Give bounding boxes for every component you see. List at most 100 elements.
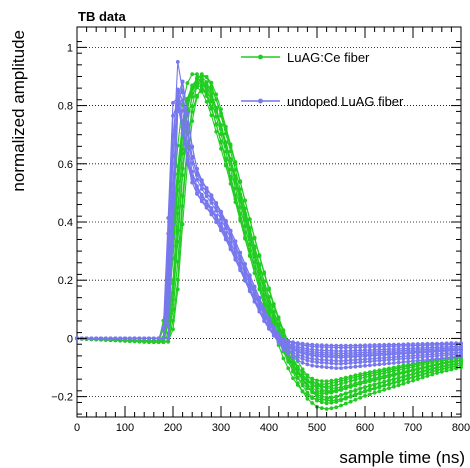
waveform-point (199, 72, 204, 77)
waveform-point (444, 368, 449, 373)
waveform-line (76, 78, 462, 382)
waveform-point (372, 351, 377, 356)
waveform-point (233, 162, 238, 166)
waveform-point (425, 357, 430, 362)
waveform-point (324, 361, 329, 365)
waveform-point (324, 407, 329, 411)
waveform-point (185, 81, 190, 85)
waveform-point (209, 197, 214, 202)
waveform-point (171, 101, 175, 105)
waveform-point (238, 196, 243, 201)
waveform-point (329, 406, 334, 411)
waveform-point (209, 91, 214, 96)
waveform-point (319, 394, 324, 399)
waveform-point (295, 358, 300, 363)
waveform-point (367, 383, 372, 388)
waveform-point (363, 363, 367, 368)
waveform-point (108, 336, 113, 341)
waveform-point (339, 353, 343, 358)
waveform-point (425, 367, 430, 372)
waveform-point (209, 80, 214, 85)
waveform-point (391, 377, 396, 381)
waveform-point (305, 351, 310, 355)
waveform-point (199, 78, 204, 82)
waveform-point (204, 194, 209, 199)
waveform-point (339, 398, 343, 403)
waveform-point (243, 262, 247, 266)
waveform-point (257, 303, 262, 308)
waveform-point (233, 239, 238, 244)
waveform-point (324, 382, 329, 386)
waveform-point (411, 342, 415, 346)
waveform-point (209, 206, 214, 210)
waveform-point (291, 352, 295, 357)
waveform-point (315, 385, 319, 390)
waveform-point (238, 180, 243, 185)
waveform-point (435, 356, 439, 361)
waveform-point (195, 167, 199, 171)
waveform-point (339, 359, 343, 363)
waveform-point (420, 366, 425, 371)
waveform-point (267, 295, 271, 299)
waveform-point (339, 361, 343, 366)
waveform-point (190, 169, 195, 174)
waveform-point (161, 340, 166, 345)
waveform-point (315, 352, 319, 357)
waveform-point (300, 354, 305, 359)
waveform-point (367, 370, 372, 374)
waveform-point (353, 364, 358, 369)
waveform-point (214, 209, 219, 213)
waveform-point (223, 226, 228, 231)
waveform-point (209, 193, 214, 198)
waveform-point (123, 336, 127, 341)
waveform-point (315, 382, 319, 386)
waveform-point (406, 380, 411, 384)
waveform-point (339, 385, 343, 390)
waveform-point (439, 362, 444, 366)
waveform-point (228, 240, 233, 245)
waveform-point (391, 365, 396, 370)
waveform-point (209, 113, 214, 118)
waveform-point (406, 359, 411, 364)
waveform-point (329, 361, 334, 366)
waveform-point (430, 364, 435, 368)
waveform-point (305, 396, 310, 401)
waveform-point (401, 356, 406, 361)
waveform-point (339, 381, 343, 386)
waveform-point (339, 366, 343, 370)
waveform-point (252, 266, 257, 270)
waveform-point (391, 350, 396, 355)
waveform-point (420, 369, 425, 373)
waveform-point (219, 123, 223, 127)
waveform-point (358, 395, 363, 400)
waveform-point (430, 357, 435, 362)
waveform-point (430, 354, 435, 359)
waveform-point (435, 341, 439, 346)
waveform-point (228, 174, 233, 179)
waveform-point (295, 364, 300, 369)
waveform-point (339, 376, 343, 381)
waveform-point (343, 365, 348, 370)
waveform-point (195, 192, 199, 196)
waveform-point (449, 352, 454, 357)
waveform-point (391, 381, 396, 385)
waveform-point (180, 127, 185, 132)
waveform-point (180, 151, 185, 156)
waveform-point (348, 358, 353, 363)
waveform-point (295, 370, 300, 375)
x-tick-label: 200 (164, 422, 182, 434)
waveform-point (204, 92, 209, 97)
waveform-point (334, 386, 339, 390)
waveform-point (262, 306, 267, 311)
waveform-point (204, 80, 209, 84)
waveform-point (175, 211, 180, 216)
waveform-point (156, 339, 161, 344)
waveform-point (190, 119, 195, 123)
waveform-point (319, 391, 324, 396)
waveform-point (180, 108, 185, 113)
x-tick-label: 500 (308, 422, 326, 434)
waveform-point (286, 359, 291, 364)
waveform-point (305, 386, 310, 391)
waveform-point (406, 370, 411, 374)
waveform-point (425, 374, 430, 378)
